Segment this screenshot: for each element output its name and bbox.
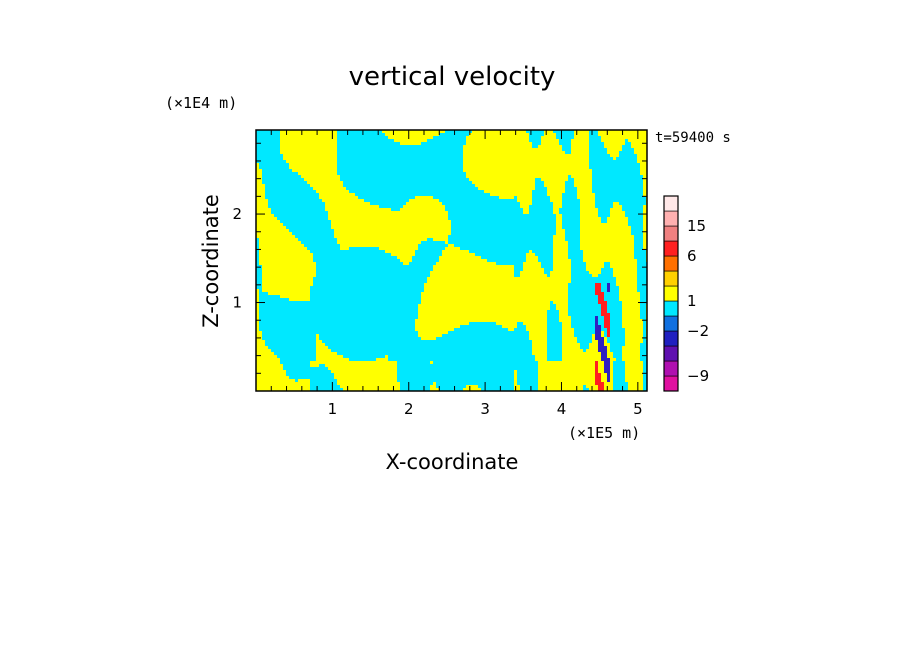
colorbar-swatch — [663, 300, 679, 317]
y-unit-label: (×1E4 m) — [165, 94, 237, 112]
x-tick-label: 3 — [480, 400, 490, 418]
colorbar-frame — [663, 195, 679, 392]
field-region-strong-positive — [595, 283, 610, 391]
x-unit-label: (×1E5 m) — [568, 424, 640, 442]
field-region-strong-negative — [595, 283, 610, 382]
colorbar-swatch — [663, 240, 679, 257]
x-axis: 1 2 3 4 5 — [270, 130, 643, 418]
colorbar-swatch — [663, 210, 679, 227]
colorbar-swatch — [663, 225, 679, 242]
y-axis-label: Z-coordinate — [199, 194, 223, 328]
field-region-negative — [256, 130, 647, 391]
colorbar-swatch — [663, 315, 679, 332]
time-label: t=59400 s — [655, 130, 731, 146]
colorbar-swatch — [663, 345, 679, 362]
plot-frame — [255, 129, 648, 392]
x-tick-label: 4 — [557, 400, 567, 418]
colorbar-tick-label: −9 — [687, 367, 709, 385]
colorbar: 15 6 1 −2 −9 — [663, 195, 709, 392]
colorbar-tick-label: 15 — [687, 217, 706, 235]
y-tick-label: 1 — [232, 294, 242, 312]
field-region-positive — [256, 130, 647, 391]
y-tick-label: 2 — [232, 205, 242, 223]
y-axis: 12 — [232, 142, 647, 374]
colorbar-tick-label: −2 — [687, 322, 709, 340]
colorbar-swatch — [663, 330, 679, 347]
colorbar-swatch — [663, 270, 679, 287]
x-tick-label: 1 — [328, 400, 338, 418]
x-axis-label: X-coordinate — [386, 450, 519, 474]
colorbar-swatch — [663, 360, 679, 377]
x-tick-label: 5 — [633, 400, 643, 418]
colorbar-swatch — [663, 255, 679, 272]
colorbar-tick-label: 1 — [687, 292, 697, 310]
colorbar-swatch — [663, 195, 679, 212]
velocity-field — [256, 130, 647, 391]
chart-title: vertical velocity — [349, 62, 556, 92]
colorbar-swatch — [663, 375, 679, 392]
x-tick-label: 2 — [404, 400, 414, 418]
colorbar-swatch — [663, 285, 679, 302]
colorbar-tick-label: 6 — [687, 247, 697, 265]
